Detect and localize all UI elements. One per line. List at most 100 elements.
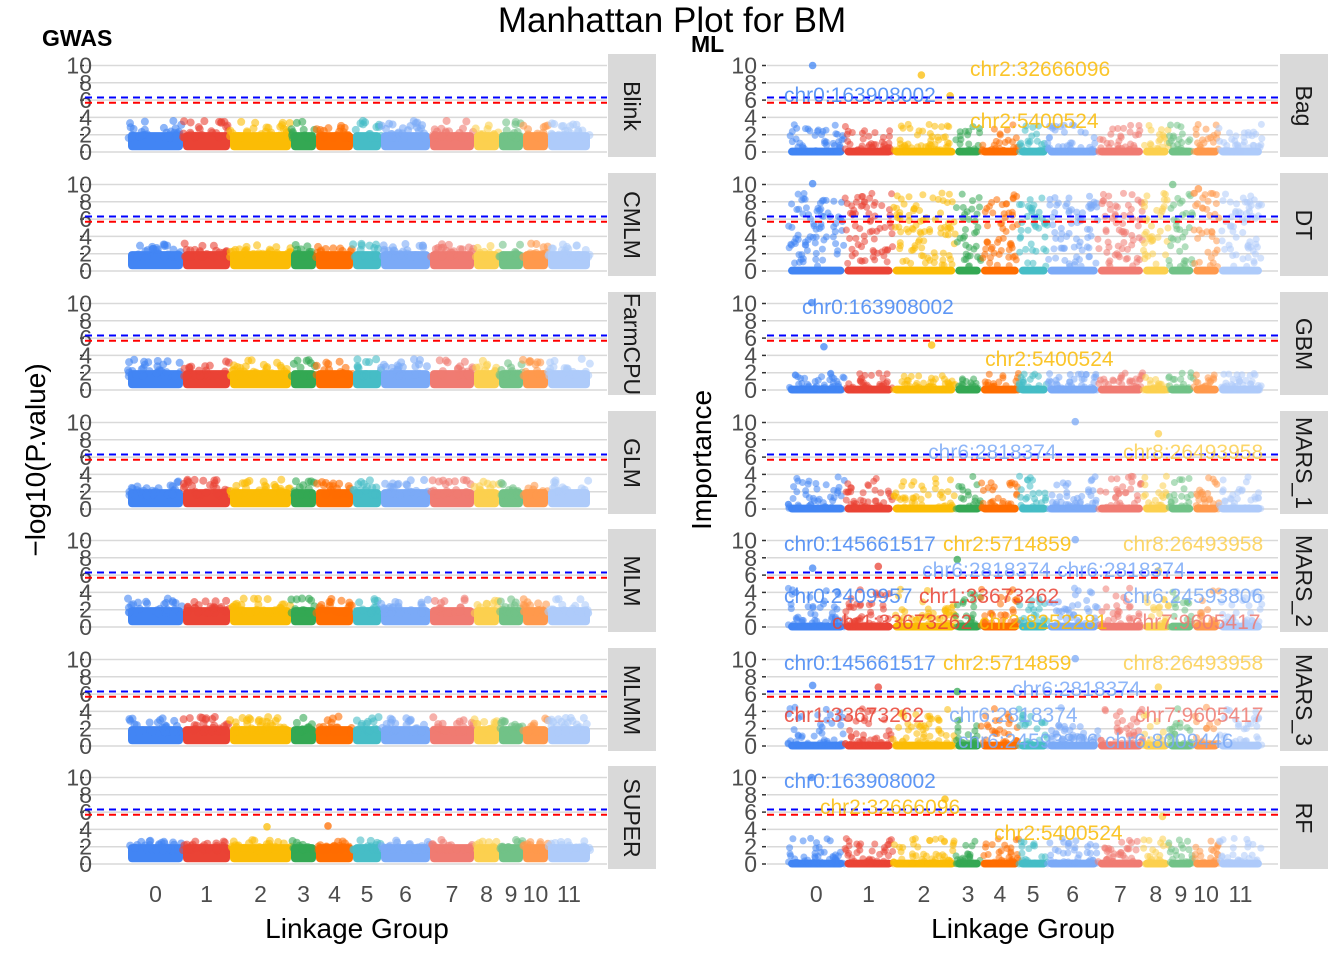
point xyxy=(969,597,977,605)
point xyxy=(876,615,884,623)
point xyxy=(1242,478,1250,486)
point xyxy=(187,253,196,262)
point xyxy=(880,146,888,154)
point xyxy=(789,494,797,502)
point xyxy=(1011,252,1019,260)
point xyxy=(132,370,141,379)
point xyxy=(867,371,875,379)
point xyxy=(519,491,528,500)
point xyxy=(1026,196,1034,204)
point xyxy=(859,489,867,497)
point xyxy=(920,730,928,738)
point xyxy=(1057,613,1065,621)
point xyxy=(1257,593,1265,601)
point xyxy=(163,594,172,603)
point xyxy=(811,239,819,247)
point xyxy=(534,605,543,614)
point xyxy=(921,259,929,267)
point xyxy=(1152,260,1160,268)
point xyxy=(981,148,989,156)
point xyxy=(480,717,489,726)
y-tick-label: 0 xyxy=(744,496,757,522)
point xyxy=(1225,147,1233,155)
point xyxy=(524,125,533,134)
point xyxy=(919,216,927,224)
point xyxy=(511,117,520,126)
point xyxy=(419,720,428,729)
point xyxy=(819,256,827,264)
point xyxy=(940,133,948,141)
point xyxy=(923,586,931,594)
point xyxy=(1061,623,1069,631)
point xyxy=(1116,499,1124,507)
point xyxy=(198,241,207,250)
point xyxy=(1052,254,1060,262)
facet-strip-label: FarmCPU xyxy=(619,293,645,395)
point xyxy=(997,247,1005,255)
point xyxy=(877,489,885,497)
point xyxy=(793,206,801,214)
point xyxy=(1232,609,1240,617)
point xyxy=(911,499,919,507)
points xyxy=(786,298,1265,394)
point xyxy=(497,478,506,487)
point xyxy=(267,369,276,378)
point xyxy=(307,477,316,486)
point xyxy=(1147,222,1155,230)
point xyxy=(489,723,498,732)
point xyxy=(1103,603,1111,611)
y-tick-label: 0 xyxy=(79,614,92,640)
point xyxy=(978,585,986,593)
point xyxy=(868,599,876,607)
points xyxy=(125,475,593,508)
point xyxy=(1026,375,1034,383)
point xyxy=(341,608,350,617)
point xyxy=(1127,205,1135,213)
x-tick-label: 9 xyxy=(505,881,518,907)
point xyxy=(530,481,539,490)
point xyxy=(850,499,858,507)
panel-bag: 0246810chr0:163908002chr2:32666096chr2:5… xyxy=(731,53,1328,165)
point xyxy=(1052,376,1060,384)
point xyxy=(245,839,254,848)
point xyxy=(1146,376,1154,384)
point xyxy=(444,477,453,486)
point xyxy=(939,494,947,502)
y-tick-label: 8 xyxy=(79,189,92,215)
point xyxy=(856,617,864,625)
point xyxy=(993,261,1001,269)
point xyxy=(522,844,531,853)
point xyxy=(958,375,966,383)
point xyxy=(914,383,922,391)
point xyxy=(181,482,190,491)
points xyxy=(125,712,591,745)
peak-point xyxy=(927,341,936,349)
point xyxy=(272,243,281,252)
point xyxy=(812,480,820,488)
point xyxy=(523,727,532,736)
point xyxy=(295,483,304,492)
point xyxy=(871,256,879,264)
point xyxy=(1082,371,1090,379)
point xyxy=(1225,370,1233,378)
point xyxy=(1180,485,1188,493)
point xyxy=(130,355,139,364)
point xyxy=(1178,476,1186,484)
y-tick-label: 2 xyxy=(744,241,757,267)
point xyxy=(1252,130,1260,138)
point xyxy=(817,223,825,231)
point xyxy=(832,220,840,228)
point xyxy=(209,723,218,732)
point xyxy=(355,598,364,607)
point xyxy=(1158,386,1166,394)
point xyxy=(959,486,967,494)
point xyxy=(888,190,896,198)
point xyxy=(948,604,956,612)
point xyxy=(925,720,933,728)
point xyxy=(458,124,467,133)
point xyxy=(1017,233,1025,241)
snp-annotation: chr2:5714859 xyxy=(943,533,1071,556)
point xyxy=(1221,497,1229,505)
x-tick-label: 8 xyxy=(1149,881,1162,907)
point xyxy=(986,259,994,267)
